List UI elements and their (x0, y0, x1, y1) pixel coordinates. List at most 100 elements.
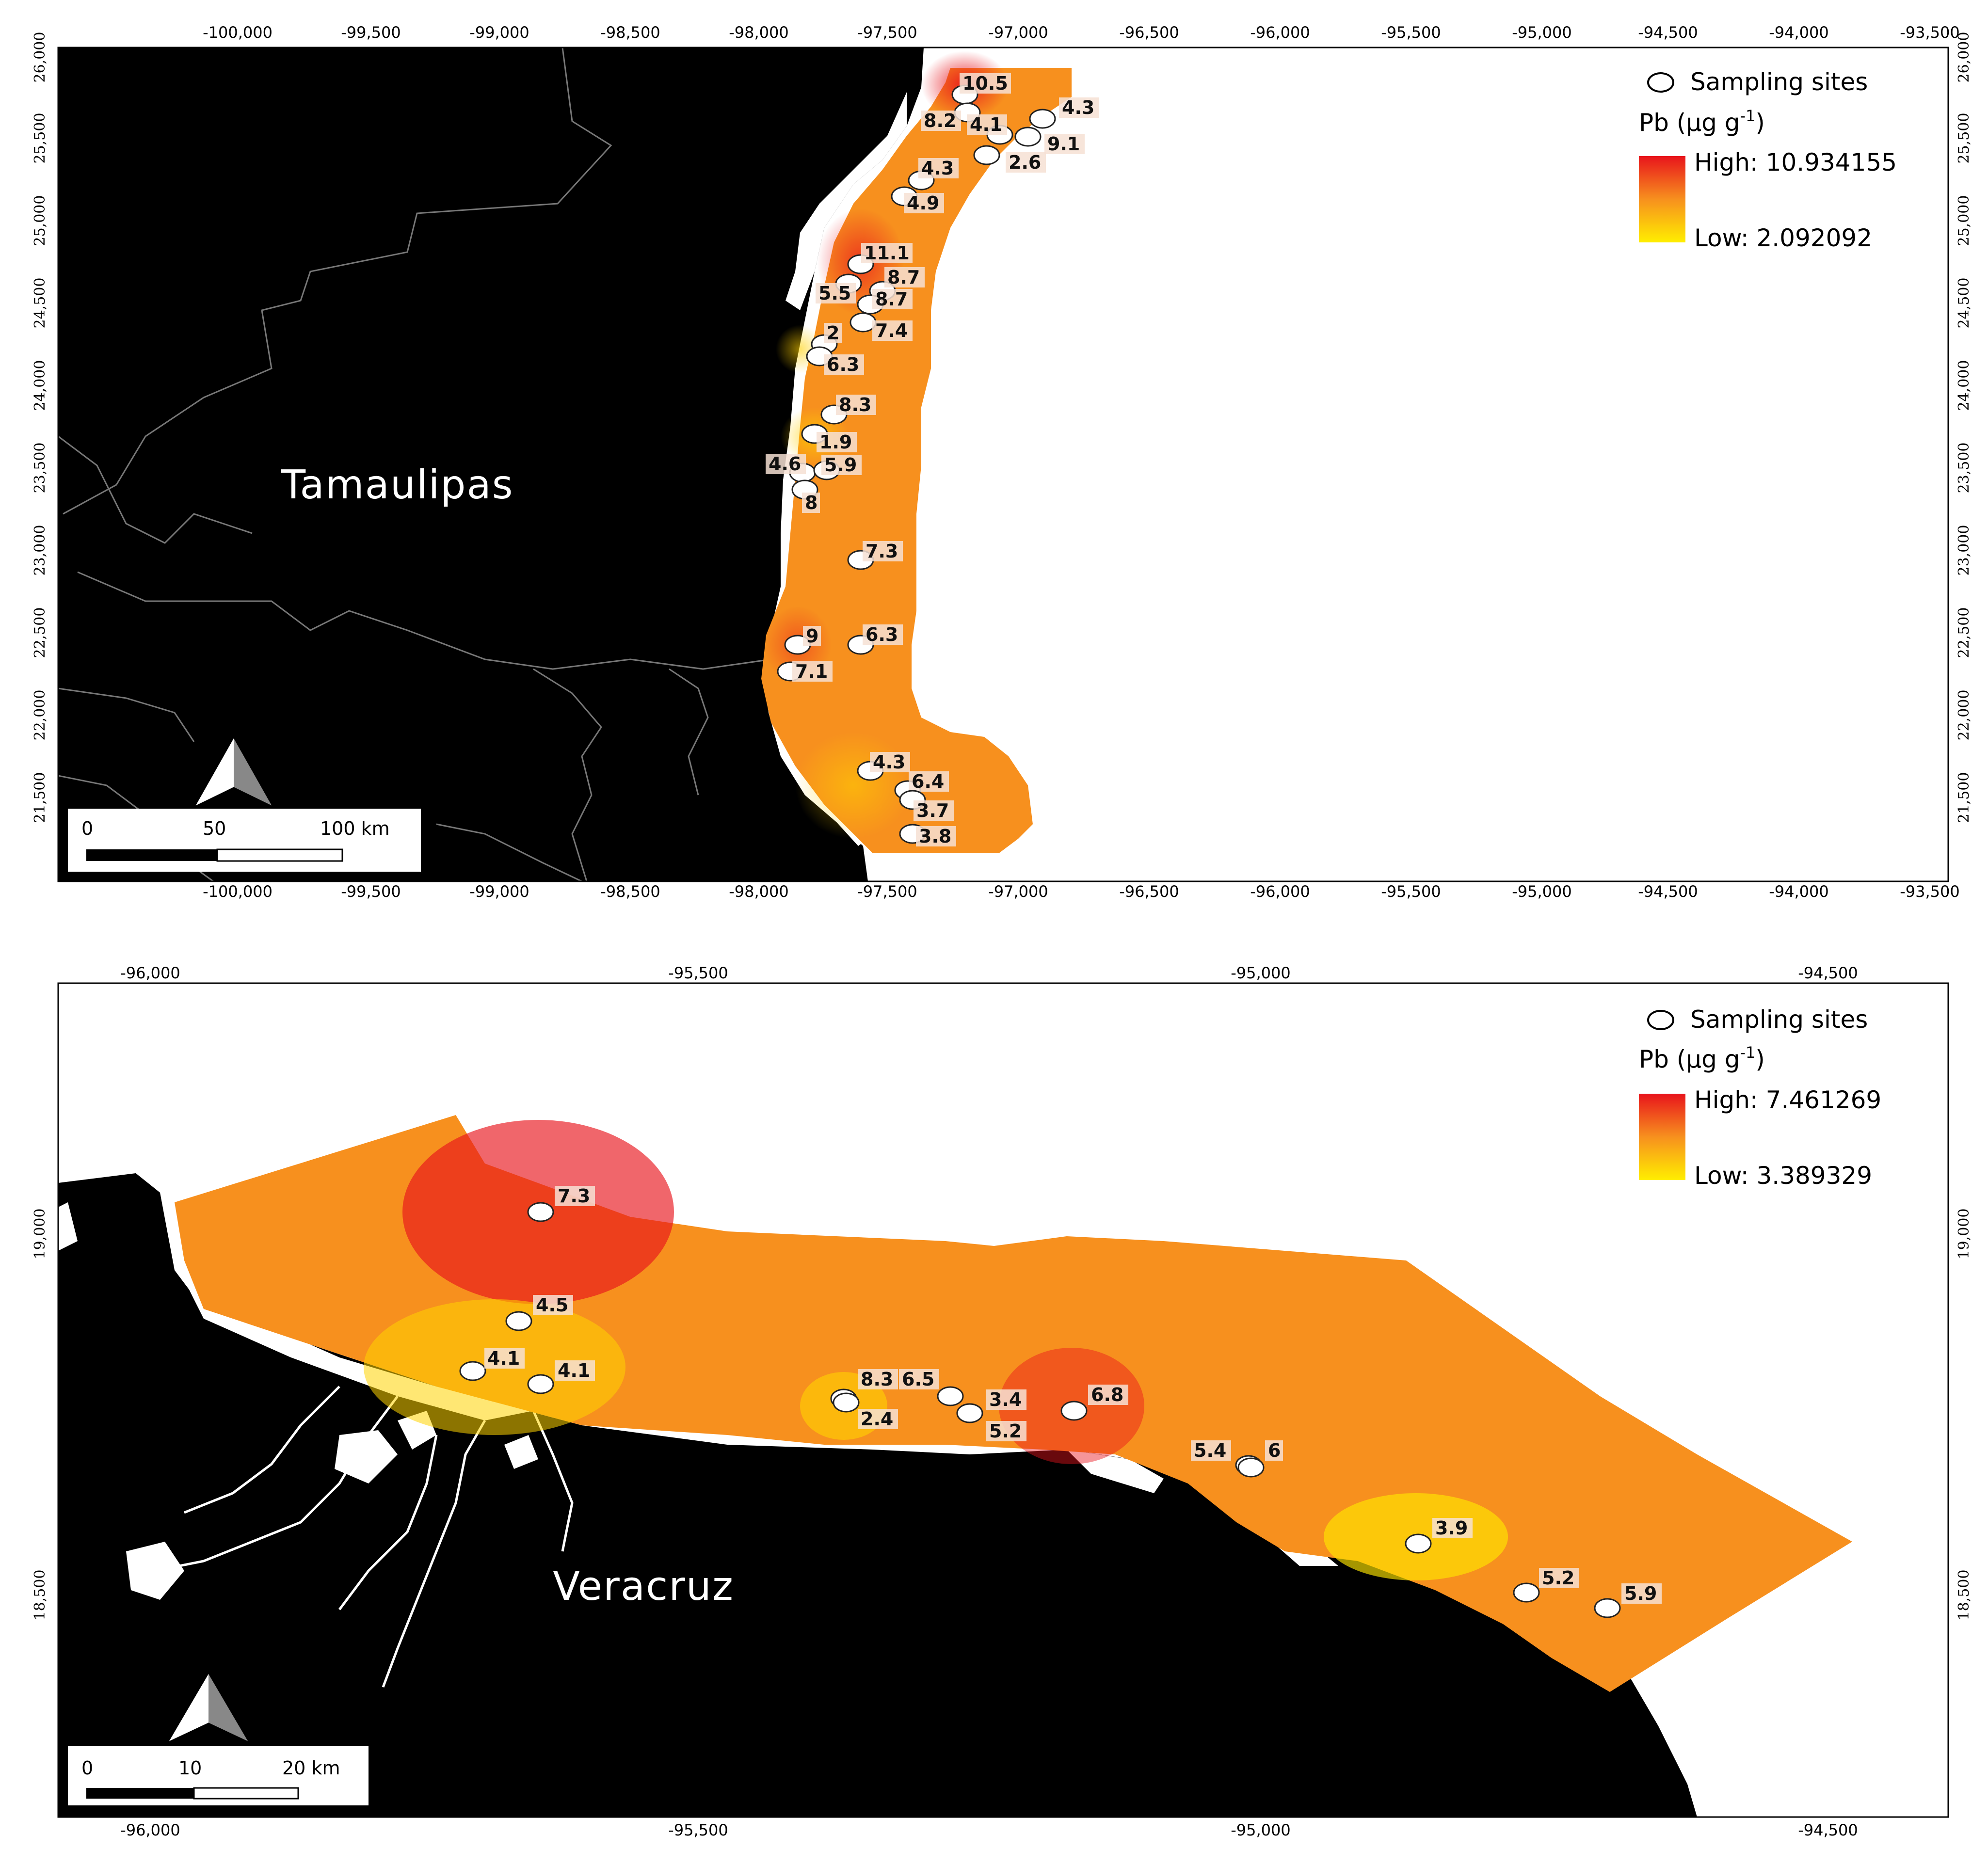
sampling-site: 7.1 (777, 661, 833, 682)
north-arrow-icon: N (165, 1644, 252, 1745)
site-value-label: 6 (1268, 1440, 1281, 1461)
x-tick-label: -100,000 (203, 882, 273, 901)
sampling-site: 6.8 (1060, 1384, 1128, 1421)
sampling-site: 4.3 (908, 158, 959, 191)
rivers (155, 1386, 574, 1688)
site-value-label: 3.8 (919, 826, 951, 847)
legend-variable-label: Pb (µg g-1) (1639, 1043, 1765, 1073)
svg-text:20 km: 20 km (282, 1757, 340, 1779)
y-axis-ticks: 26,000 26,000 25,500 25,500 25,000 25,000 24,5… (32, 32, 1972, 823)
site-value-label: 8.2 (924, 110, 956, 131)
y-tick-label: 25,000 (1956, 195, 1972, 246)
sampling-site: 8 (791, 479, 820, 513)
label-halo (821, 455, 862, 475)
sampling-site: 4.1 (459, 1348, 525, 1381)
label-halo (1265, 1440, 1283, 1461)
label-halo (872, 320, 913, 341)
sampling-site: 4.1 (967, 114, 1013, 145)
site-value-label: 6.5 (902, 1369, 934, 1390)
x-tick-label: -96,000 (1250, 23, 1310, 42)
x-tick-label: -95,000 (1231, 964, 1291, 982)
site-value-label: 4.1 (487, 1348, 520, 1369)
lagoon-strip (786, 92, 907, 310)
site-value-label: 5.4 (1194, 1440, 1226, 1461)
svg-text:100 km: 100 km (320, 818, 390, 839)
sampling-sites-tamaulipas: 10.5 4.3 8.2 4.1 9.1 2.6 4.3 4.9 11.1 8.7 5.5 8.7 7.… (766, 73, 1099, 847)
x-tick-label: -95,500 (668, 964, 728, 982)
x-tick-label: -95,000 (1512, 882, 1572, 901)
state-label-veracruz: Veracruz (553, 1563, 734, 1610)
site-value-label: 4.3 (873, 751, 905, 773)
x-tick-label: -99,500 (341, 23, 401, 42)
sampling-site: 4.3 (1029, 97, 1099, 129)
sampling-site: 7.3 (527, 1185, 595, 1222)
y-tick-label: 19,000 (1956, 1209, 1972, 1260)
site-value-label: 2 (827, 322, 839, 344)
x-tick-label: -94,500 (1638, 23, 1698, 42)
label-halo (802, 493, 820, 513)
label-halo (870, 752, 910, 772)
site-value-label: 4.3 (1062, 97, 1094, 118)
site-value-label: 8 (805, 492, 818, 513)
map-frame (57, 47, 1949, 882)
site-marker (937, 1386, 964, 1406)
label-halo (555, 1360, 595, 1381)
site-value-label: 8.7 (887, 267, 920, 288)
site-value-label: 6.8 (1091, 1384, 1123, 1405)
y-tick-label: 24,000 (32, 360, 48, 411)
north-arrow-icon: N (192, 709, 275, 809)
sampling-site: 1.9 (801, 424, 857, 453)
x-tick-label: -99,500 (341, 882, 401, 901)
sampling-site: 5.9 (1594, 1583, 1662, 1618)
site-marker (527, 1374, 554, 1394)
legend-high-label: High: 7.461269 (1694, 1086, 1881, 1114)
x-tick-label: -95,500 (1381, 882, 1441, 901)
site-value-label: 9 (806, 625, 818, 647)
sampling-site: 8.3 (820, 394, 876, 425)
sampling-site: 10.5 (951, 73, 1011, 105)
y-tick-label: 23,000 (32, 525, 48, 576)
label-halo (916, 826, 956, 846)
site-marker (527, 1202, 554, 1222)
x-axis-ticks-bottom: -96,000 -96,000 -95,500 -95,500 -95,000 -95,0… (120, 964, 1858, 1839)
sampling-site: 3.8 (899, 824, 956, 847)
x-tick-label: -97,000 (988, 882, 1048, 901)
sampling-site: 7.3 (847, 541, 903, 570)
sampling-site: 4.3 (857, 751, 910, 781)
sampling-site: 2.4 (833, 1392, 898, 1430)
x-tick-label: -99,000 (469, 882, 529, 901)
label-halo (967, 114, 1007, 135)
x-axis-ticks-top: -100,000 -100,000 -99,500 -99,500 -99,000 -99… (203, 23, 1960, 901)
label-halo (899, 1369, 939, 1389)
x-tick-label: -95,500 (668, 1821, 728, 1839)
site-marker (973, 145, 1000, 165)
label-halo (484, 1348, 525, 1369)
label-halo (1432, 1518, 1473, 1538)
site-value-label: 6.3 (866, 624, 898, 645)
site-value-label: 7.3 (866, 541, 898, 562)
legend-tamaulipas: Sampling sites Pb (µg g-1) High: 10.9341… (1639, 68, 1897, 252)
label-halo (817, 432, 857, 452)
label-halo (1539, 1568, 1579, 1588)
sampling-site: 2.6 (973, 145, 1046, 173)
y-tick-label: 26,000 (1956, 32, 1972, 83)
x-tick-label: -98,500 (600, 882, 660, 901)
sampling-site: 6 (1237, 1440, 1283, 1478)
label-halo (555, 1186, 595, 1206)
sampling-site: 4.6 (766, 453, 816, 483)
sampling-site: 4.5 (505, 1294, 573, 1331)
sampling-site: 8.7 (857, 288, 913, 315)
label-halo (914, 800, 954, 821)
site-value-label: 4.5 (536, 1294, 568, 1316)
x-tick-label: -96,000 (120, 964, 180, 982)
y-tick-label: 19,000 (32, 1209, 48, 1260)
site-value-label: 2.6 (1009, 152, 1041, 173)
y-tick-label: 23,500 (1956, 443, 1972, 494)
sampling-site: 8.2 (921, 102, 981, 131)
legend-veracruz: Sampling sites Pb (µg g-1) High: 7.46126… (1639, 1005, 1881, 1190)
label-halo (986, 1421, 1026, 1441)
y-tick-label: 22,000 (32, 690, 48, 741)
x-tick-label: -96,500 (1119, 882, 1179, 901)
site-value-label: 2.4 (861, 1408, 893, 1430)
x-tick-label: -98,000 (729, 882, 789, 901)
